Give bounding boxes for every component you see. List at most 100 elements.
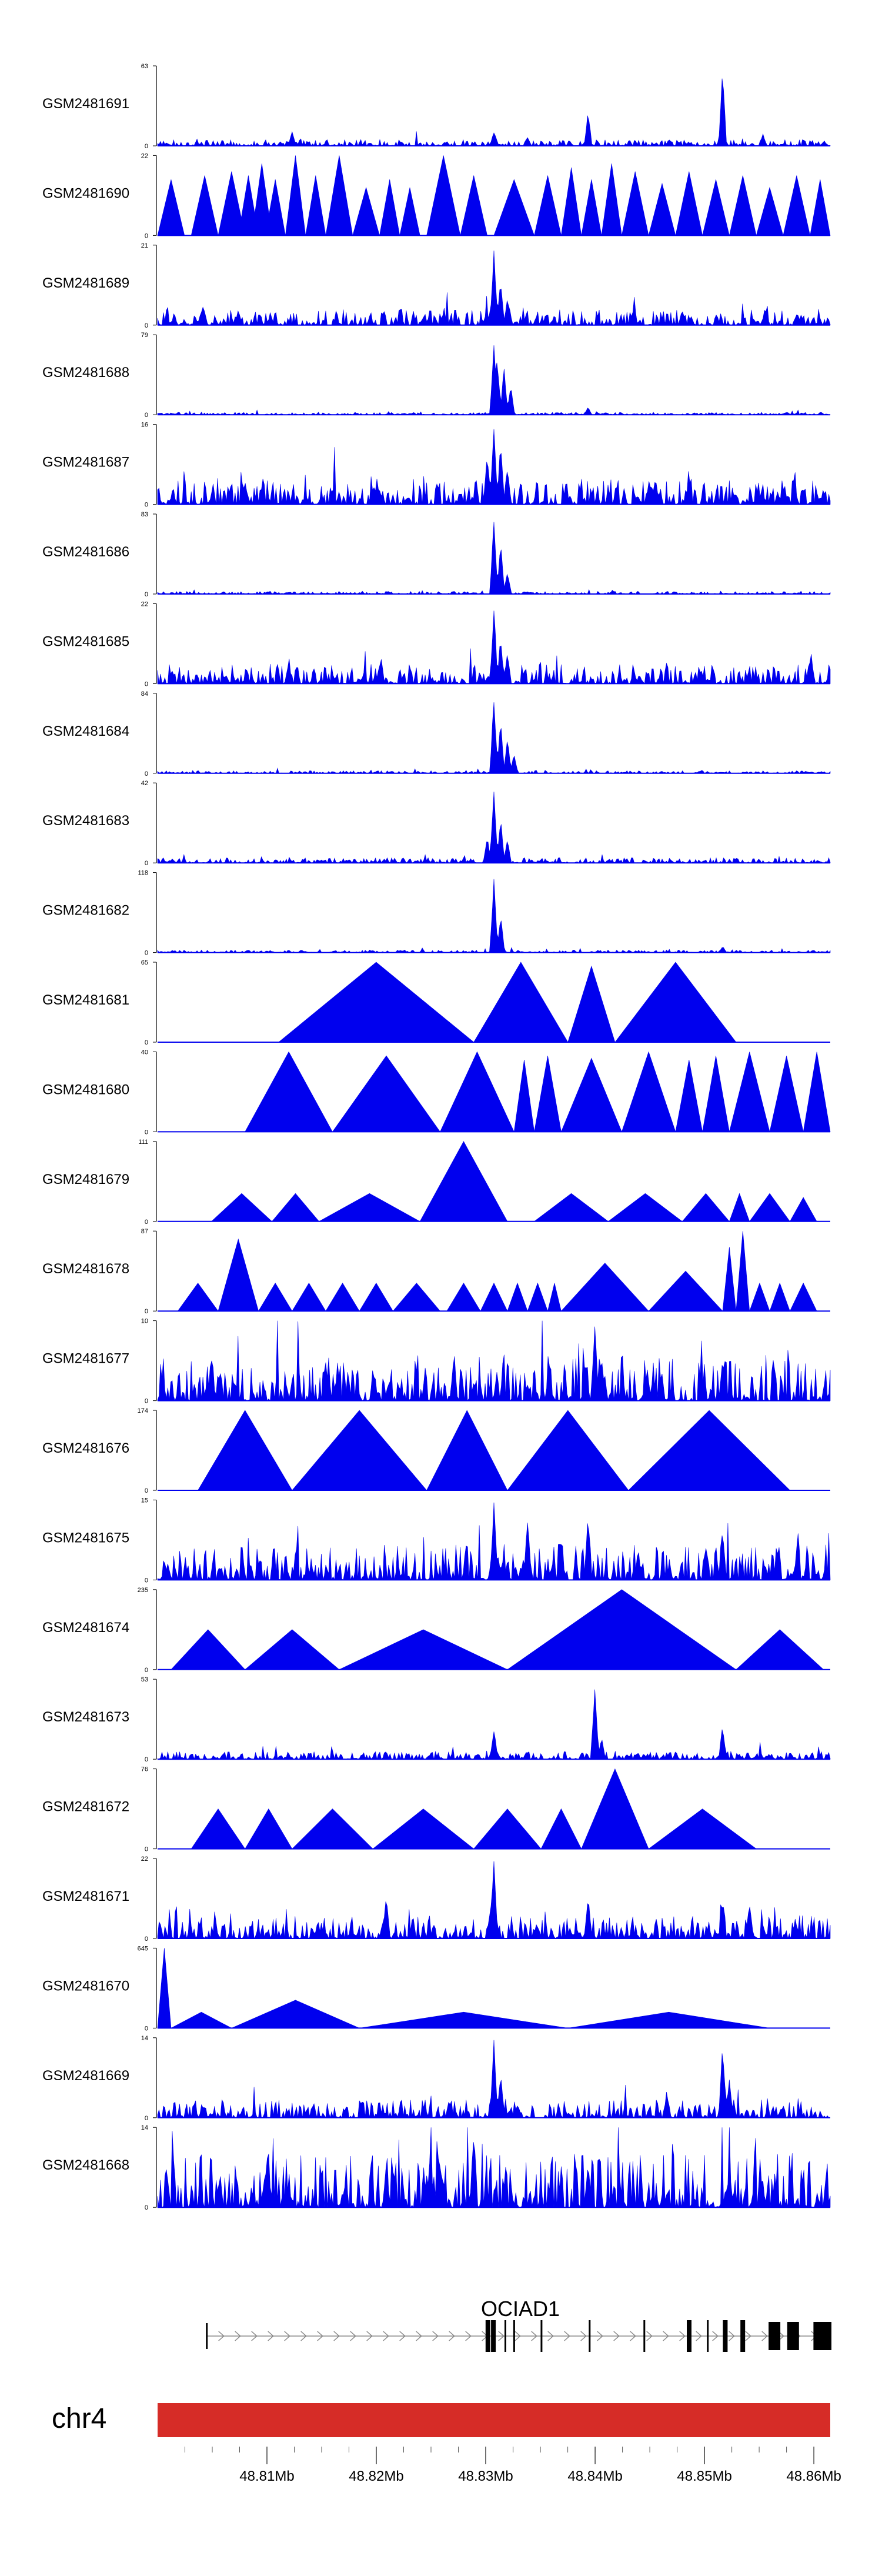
- track-GSM2481679: GSM2481679 111 0: [42, 1139, 830, 1226]
- coverage-area: [198, 1410, 791, 1491]
- strand-arrow: [399, 2331, 406, 2341]
- strand-arrow: [449, 2331, 455, 2341]
- y-max-label: 111: [138, 1139, 148, 1146]
- y-min-label: 0: [145, 2025, 148, 2032]
- strand-arrow: [613, 2331, 620, 2341]
- y-min-label: 0: [145, 2115, 148, 2122]
- coverage-area: [157, 429, 831, 505]
- y-min-label: 0: [145, 2204, 148, 2211]
- coverage-area: [177, 1231, 817, 1312]
- gene-exon: [723, 2320, 728, 2352]
- track-GSM2481687: GSM2481687 16 0: [42, 422, 831, 509]
- gene-track: OCIAD1: [206, 2297, 831, 2352]
- y-max-label: 645: [138, 1945, 148, 1952]
- y-max-label: 14: [141, 2124, 148, 2131]
- chromosome-track: chr4: [52, 2403, 830, 2437]
- y-max-label: 83: [141, 511, 148, 518]
- gene-exon: [491, 2320, 496, 2352]
- strand-arrow: [366, 2331, 373, 2341]
- coverage-area: [157, 792, 831, 864]
- y-min-label: 0: [145, 1487, 148, 1494]
- gene-exon: [485, 2320, 490, 2352]
- track-GSM2481686: GSM2481686 83 0: [42, 511, 831, 598]
- y-min-label: 0: [145, 232, 148, 239]
- gene-exon: [740, 2320, 746, 2352]
- track-GSM2481674: GSM2481674 235 0: [42, 1587, 830, 1674]
- y-min-label: 0: [145, 1398, 148, 1405]
- y-max-label: 10: [141, 1318, 148, 1325]
- coordinate-label: 48.86Mb: [786, 2468, 841, 2484]
- coordinate-label: 48.81Mb: [239, 2468, 294, 2484]
- track-label: GSM2481673: [42, 1709, 129, 1725]
- track-GSM2481684: GSM2481684 84 0: [42, 690, 831, 778]
- gene-end-exon: [823, 2322, 831, 2350]
- track-GSM2481672: GSM2481672 76 0: [42, 1766, 830, 1853]
- track-label: GSM2481691: [42, 96, 129, 112]
- y-max-label: 15: [141, 1497, 148, 1504]
- strand-arrow: [465, 2331, 472, 2341]
- strand-arrow: [696, 2331, 702, 2341]
- y-max-label: 174: [138, 1407, 148, 1414]
- track-GSM2481690: GSM2481690 22 0: [42, 152, 831, 239]
- y-min-label: 0: [145, 860, 148, 867]
- track-GSM2481678: GSM2481678 87 0: [42, 1228, 830, 1315]
- y-max-label: 22: [141, 152, 148, 159]
- track-label: GSM2481686: [42, 544, 129, 560]
- track-GSM2481670: GSM2481670 645 0: [42, 1945, 830, 2032]
- coverage-area: [157, 251, 831, 326]
- y-max-label: 87: [141, 1228, 148, 1235]
- strand-arrow: [350, 2331, 356, 2341]
- coverage-area: [171, 1589, 824, 1670]
- y-max-label: 42: [141, 780, 148, 787]
- track-label: GSM2481672: [42, 1799, 129, 1815]
- track-label: GSM2481675: [42, 1530, 129, 1546]
- coverage-area: [157, 2127, 831, 2208]
- y-max-label: 79: [141, 332, 148, 339]
- y-min-label: 0: [145, 1846, 148, 1853]
- coordinate-label: 48.84Mb: [567, 2468, 622, 2484]
- track-GSM2481677: GSM2481677 10 0: [42, 1318, 831, 1405]
- track-label: GSM2481680: [42, 1082, 129, 1097]
- track-GSM2481688: GSM2481688 79 0: [42, 332, 831, 419]
- coordinate-label: 48.82Mb: [349, 2468, 403, 2484]
- strand-arrow: [268, 2331, 274, 2341]
- coordinate-label: 48.85Mb: [677, 2468, 731, 2484]
- y-min-label: 0: [145, 1308, 148, 1315]
- track-label: GSM2481688: [42, 365, 129, 381]
- track-GSM2481682: GSM2481682 118 0: [42, 870, 831, 957]
- y-max-label: 63: [141, 63, 148, 70]
- track-GSM2481676: GSM2481676 174 0: [42, 1407, 830, 1494]
- strand-arrow: [416, 2331, 422, 2341]
- track-GSM2481669: GSM2481669 14 0: [42, 2035, 831, 2122]
- track-label: GSM2481679: [42, 1172, 129, 1187]
- coverage-area: [157, 2040, 831, 2118]
- track-GSM2481689: GSM2481689 21 0: [42, 242, 831, 329]
- y-min-label: 0: [145, 1577, 148, 1584]
- y-min-label: 0: [145, 412, 148, 419]
- track-label: GSM2481676: [42, 1440, 129, 1456]
- track-GSM2481668: GSM2481668 14 0: [42, 2124, 831, 2211]
- coverage-area: [245, 1051, 831, 1132]
- y-min-label: 0: [145, 143, 148, 150]
- y-min-label: 0: [145, 502, 148, 509]
- gene-exon: [813, 2322, 826, 2350]
- y-max-label: 21: [141, 242, 148, 249]
- coverage-area: [157, 1948, 770, 2028]
- y-min-label: 0: [145, 680, 148, 688]
- track-label: GSM2481684: [42, 723, 129, 739]
- gene-exon: [787, 2322, 799, 2350]
- strand-arrow: [498, 2331, 505, 2341]
- track-label: GSM2481690: [42, 185, 129, 201]
- track-label: GSM2481681: [42, 992, 129, 1008]
- strand-arrow: [547, 2331, 554, 2341]
- y-min-label: 0: [145, 770, 148, 778]
- strand-arrow: [218, 2331, 225, 2341]
- y-max-label: 65: [141, 959, 148, 966]
- strand-arrow: [383, 2331, 389, 2341]
- strand-arrow: [729, 2331, 735, 2341]
- strand-arrow: [300, 2331, 307, 2341]
- gene-exon: [769, 2322, 781, 2350]
- strand-arrow: [235, 2331, 241, 2341]
- track-GSM2481681: GSM2481681 65 0: [42, 959, 830, 1046]
- strand-arrow: [432, 2331, 439, 2341]
